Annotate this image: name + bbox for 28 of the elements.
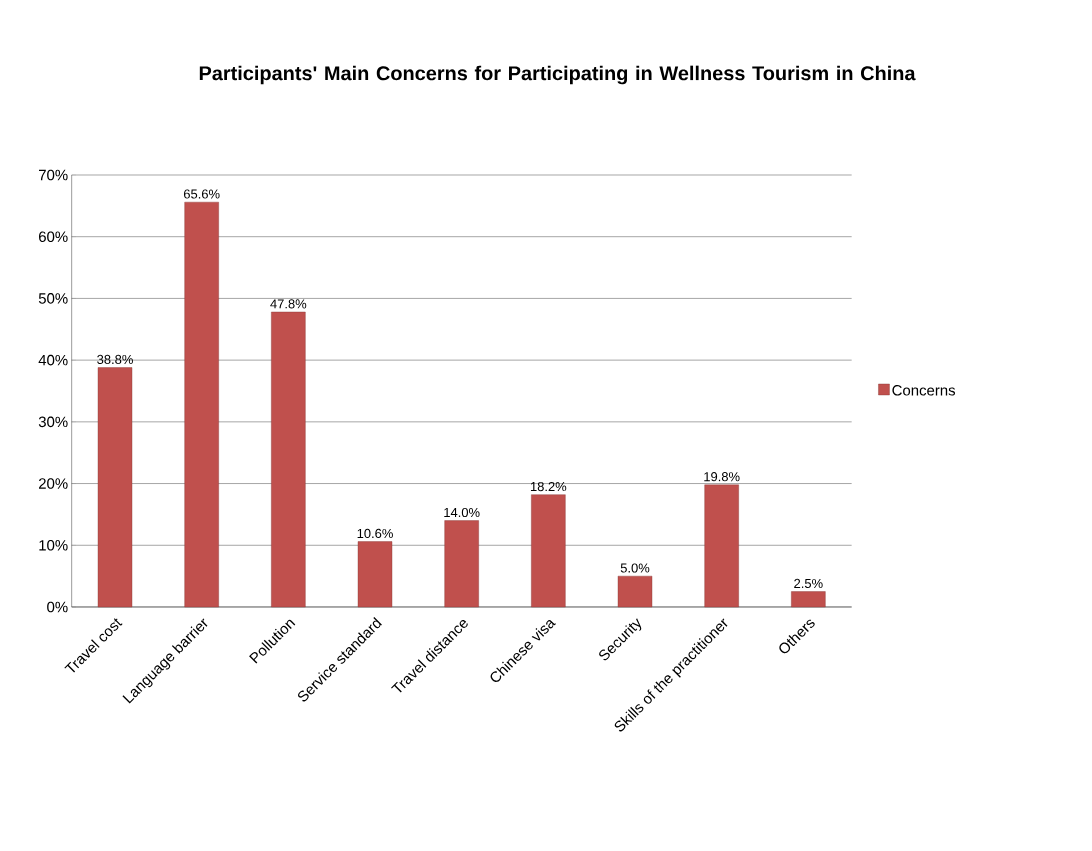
- data-label: 47.8%: [270, 299, 307, 309]
- data-label: 10.6%: [357, 528, 393, 539]
- data-label: 2.5%: [794, 578, 823, 589]
- data-label: 5.0%: [620, 563, 650, 573]
- data-label: 18.2%: [530, 481, 567, 492]
- y-tick-label: 50%: [38, 293, 68, 304]
- y-tick-label: 20%: [39, 478, 68, 489]
- y-tick-label: 60%: [39, 231, 68, 242]
- y-tick-label: 70%: [39, 169, 68, 181]
- bar: [531, 494, 566, 608]
- data-label: 14.0%: [444, 507, 480, 518]
- legend-label: Concerns: [892, 385, 956, 396]
- bar: [357, 541, 393, 608]
- y-tick-label: 30%: [38, 416, 68, 428]
- data-label: 65.6%: [183, 189, 220, 199]
- chart-title: Participants' Main Concerns for Participating in Wellness Tourism in China: [199, 65, 916, 85]
- bar: [704, 484, 739, 608]
- bar: [97, 367, 133, 608]
- bar: [271, 311, 306, 608]
- bar: [791, 591, 826, 608]
- y-tick-label: 40%: [38, 354, 68, 366]
- bar: [617, 575, 653, 608]
- bar: [444, 520, 479, 608]
- y-tick-label: 10%: [39, 539, 68, 551]
- y-tick-label: 0%: [47, 601, 68, 613]
- data-label: 19.8%: [704, 472, 740, 482]
- bar: [184, 201, 219, 608]
- data-label: 38.8%: [97, 354, 133, 365]
